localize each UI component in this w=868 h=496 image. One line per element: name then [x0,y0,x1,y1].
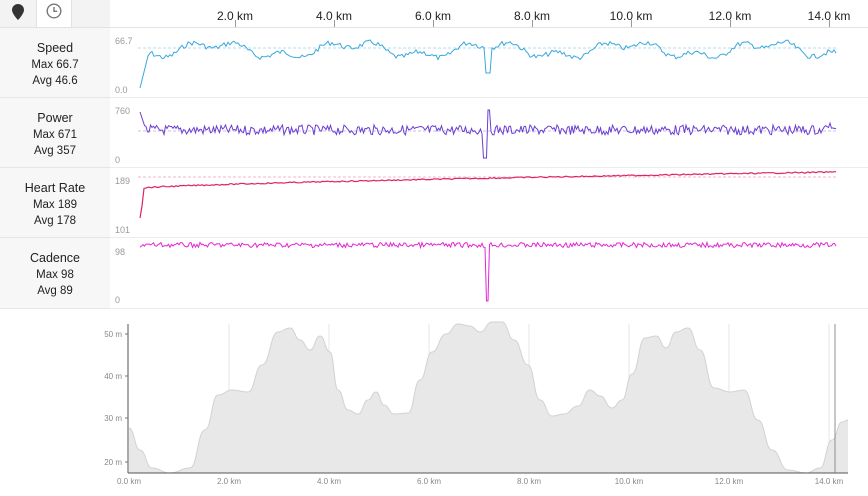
distance-tick-label: 12.0 km [708,9,752,23]
power-axis-bottom: 0 [115,155,121,165]
power-title: Power [37,111,73,125]
distance-tick-label: 14.0 km [807,9,851,23]
cadence-title: Cadence [29,251,81,265]
distance-axis-line [110,27,868,28]
elevation-x-tick-label: 14.0 km [815,477,844,486]
power-chart[interactable]: 760 0 [110,98,868,168]
distance-tick-mark [235,20,236,27]
speed-stats: Speed Max 66.7 Avg 46.6 [0,28,110,98]
power-max: Max 671 [32,129,78,141]
speed-avg: Avg 46.6 [32,75,78,87]
heart-rate-avg: Avg 178 [34,215,76,227]
heart-rate-max: Max 189 [32,199,78,211]
power-avg: Avg 357 [34,145,76,157]
elevation-x-tick-label: 0.0 km [117,477,141,486]
heart-rate-title: Heart Rate [24,181,86,195]
cadence-series-line [139,240,837,302]
heart-rate-stats: Heart Rate Max 189 Avg 178 [0,168,110,238]
heart-rate-series-line [139,170,837,219]
elevation-y-tick-label: 30 m [104,414,122,423]
distance-tick-label: 8.0 km [513,9,551,23]
heart-rate-axis-top: 189 [115,176,131,186]
distance-tick-label: 2.0 km [216,9,254,23]
elevation-outline [128,321,849,474]
speed-axis-bottom: 0.0 [115,85,128,95]
power-axis-top: 760 [115,106,131,116]
elevation-x-tick-label: 6.0 km [417,477,441,486]
distance-tick-label: 4.0 km [315,9,353,23]
elevation-y-tick-label: 50 m [104,330,122,339]
cadence-axis-top: 98 [115,247,126,257]
tab-time[interactable] [36,0,72,27]
distance-tick-mark [631,20,632,27]
speed-max: Max 66.7 [31,59,79,71]
elevation-x-tick-label: 2.0 km [217,477,241,486]
tab-map[interactable] [0,0,36,28]
cadence-max: Max 98 [36,269,74,281]
distance-tick-mark [730,20,731,27]
elevation-y-tick-label: 40 m [104,372,122,381]
clock-icon [46,3,62,24]
view-tabbar [0,0,110,28]
distance-tick-mark [334,20,335,27]
power-series-line [139,109,837,159]
elevation-chart[interactable]: 50 m 40 m 30 m 20 m 0.0 km 2.0 km 4.0 km 6.0 k… [0,310,868,496]
speed-chart[interactable]: 66.7 0.0 [110,28,868,98]
elevation-x-tick-label: 12.0 km [715,477,744,486]
elevation-plot: 50 m 40 m 30 m 20 m 0.0 km 2.0 km 4.0 km 6.0 k… [104,321,849,486]
cadence-stats: Cadence Max 98 Avg 89 [0,238,110,309]
elevation-area [129,322,848,473]
elevation-y-tick-label: 20 m [104,458,122,467]
distance-tick-mark [829,20,830,27]
power-plot [138,109,838,159]
cadence-plot [139,240,837,302]
speed-title: Speed [36,41,74,55]
map-pin-icon [12,3,24,25]
distance-tick-label: 6.0 km [414,9,452,23]
speed-axis-top: 66.7 [115,36,133,46]
heart-rate-chart[interactable]: 189 101 [110,168,868,238]
cadence-avg: Avg 89 [37,285,73,297]
heart-rate-plot [138,170,838,219]
distance-tick-mark [433,20,434,27]
elevation-x-tick-label: 4.0 km [317,477,341,486]
speed-plot [138,39,838,89]
distance-tick-mark [532,20,533,27]
speed-series-line [139,39,837,89]
cadence-axis-bottom: 0 [115,295,121,305]
elevation-x-tick-label: 8.0 km [517,477,541,486]
elevation-x-tick-label: 10.0 km [615,477,644,486]
distance-tick-label: 10.0 km [609,9,653,23]
heart-rate-axis-bottom: 101 [115,225,131,235]
cadence-chart[interactable]: 98 0 [110,238,868,309]
power-stats: Power Max 671 Avg 357 [0,98,110,168]
